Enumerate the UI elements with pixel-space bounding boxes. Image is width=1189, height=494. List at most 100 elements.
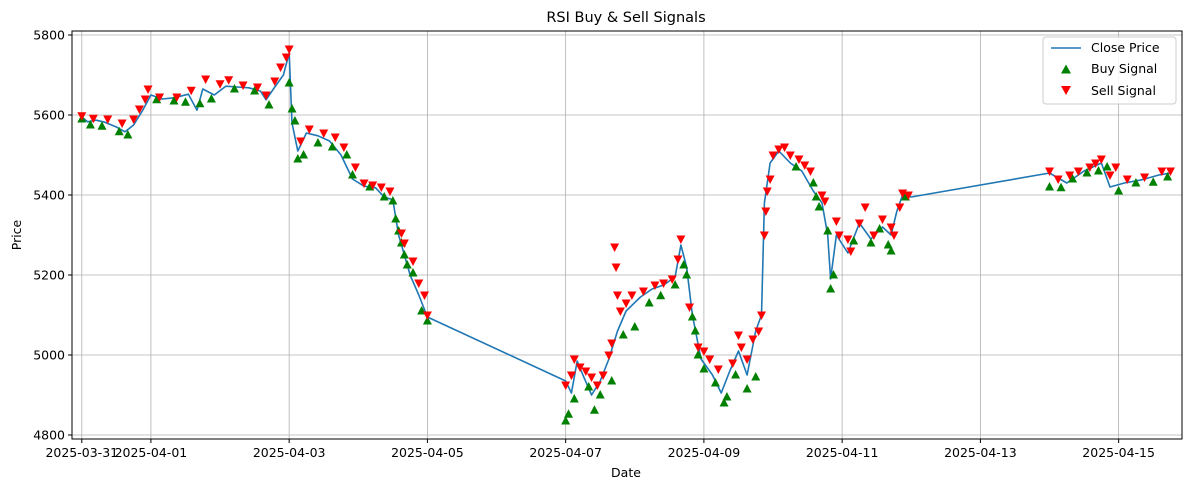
buy-signal-marker — [722, 392, 732, 401]
sell-signal-marker — [843, 235, 853, 244]
sell-signal-marker — [420, 291, 430, 300]
plot-area — [77, 45, 1175, 425]
sell-signal-marker — [566, 371, 576, 380]
x-tick-label: 2025-04-07 — [529, 445, 602, 460]
sell-signal-marker — [903, 191, 913, 200]
sell-signal-marker — [1111, 163, 1121, 172]
y-tick-label: 5400 — [33, 188, 65, 203]
grid-lines — [72, 31, 1182, 439]
sell-signal-marker — [276, 63, 286, 72]
sell-signal-marker — [638, 287, 648, 296]
buy-signal-marker — [327, 142, 337, 151]
buy-signal-marker — [342, 150, 352, 159]
sell-signal-marker — [612, 291, 622, 300]
sell-signal-marker — [705, 355, 715, 364]
sell-signal-marker — [140, 95, 150, 104]
buy-signal-marker — [742, 384, 752, 393]
sell-signal-marker — [284, 45, 294, 54]
sell-signal-marker — [886, 223, 896, 232]
x-tick-label: 2025-04-09 — [668, 445, 741, 460]
sell-signal-marker — [592, 381, 602, 390]
sell-signal-marker — [414, 279, 424, 288]
buy-signal-marker — [284, 78, 294, 87]
sell-signal-marker — [754, 327, 764, 336]
sell-signal-marker — [800, 161, 810, 170]
chart-title: RSI Buy & Sell Signals — [546, 10, 705, 26]
buy-signal-marker — [195, 98, 205, 108]
y-tick-label: 5800 — [33, 28, 65, 43]
buy-signal-markers — [77, 78, 1173, 425]
buy-signal-marker — [719, 398, 729, 407]
sell-signal-marker — [877, 215, 887, 224]
sell-signal-marker — [581, 367, 591, 376]
sell-signal-marker — [817, 191, 827, 200]
sell-signal-marker — [805, 167, 815, 176]
buy-signal-marker — [829, 270, 839, 279]
sell-signal-marker — [667, 275, 677, 284]
buy-signal-marker — [388, 196, 398, 205]
buy-signal-marker — [299, 150, 309, 159]
buy-signal-marker — [791, 162, 801, 171]
sell-signal-marker — [186, 86, 196, 96]
sell-signal-marker — [757, 311, 767, 320]
buy-signal-marker — [1163, 172, 1173, 181]
sell-signal-marker — [376, 183, 386, 192]
sell-signal-marker — [304, 125, 314, 134]
sell-signal-marker — [761, 207, 771, 216]
buy-signal-marker — [670, 280, 680, 289]
sell-signal-marker — [846, 247, 856, 256]
sell-signal-marker — [650, 281, 660, 290]
sell-signal-marker — [673, 255, 683, 264]
sell-signal-marker — [117, 119, 127, 128]
buy-signal-marker — [229, 84, 239, 93]
sell-signal-marker — [684, 303, 694, 312]
sell-signal-marker — [396, 229, 406, 238]
sell-signal-marker — [215, 80, 225, 89]
axes-frame — [71, 30, 1183, 440]
y-tick-label: 5600 — [33, 108, 65, 123]
buy-signal-marker — [123, 130, 133, 139]
buy-signal-marker — [1102, 162, 1112, 171]
sell-signal-marker — [860, 203, 870, 212]
sell-signal-marker — [1065, 171, 1075, 180]
x-tick-label: 2025-04-03 — [253, 445, 326, 460]
y-axis-label: Price — [9, 219, 24, 250]
sell-signal-marker — [780, 143, 790, 152]
sell-signal-marker — [270, 77, 280, 86]
buy-signal-marker — [849, 236, 859, 245]
sell-signal-marker — [261, 91, 271, 100]
buy-signal-marker — [644, 298, 654, 307]
sell-signal-marker — [1085, 163, 1095, 172]
sell-signal-marker — [736, 343, 746, 352]
sell-signal-marker — [611, 263, 621, 272]
sell-signal-marker — [399, 239, 409, 248]
buy-signal-marker — [1082, 168, 1092, 177]
x-tick-label: 2025-04-05 — [391, 445, 464, 460]
sell-signal-marker — [699, 347, 709, 356]
x-tick-label: 2025-04-13 — [944, 445, 1017, 460]
sell-signal-marker — [742, 355, 752, 364]
sell-signal-marker — [319, 129, 329, 138]
sell-signal-marker — [1122, 175, 1132, 184]
buy-signal-marker — [589, 405, 599, 414]
buy-signal-marker — [808, 178, 818, 187]
buy-signal-marker — [1131, 178, 1141, 187]
buy-signal-marker — [823, 226, 833, 235]
buy-signal-marker — [811, 192, 821, 201]
sell-signal-marker — [385, 187, 395, 196]
sell-signal-marker — [252, 83, 262, 92]
buy-signal-marker — [607, 376, 617, 385]
sell-signal-marker — [359, 179, 369, 188]
sell-signal-marker — [627, 291, 637, 300]
buy-signal-marker — [595, 390, 605, 399]
sell-signal-marker — [350, 163, 360, 172]
buy-signal-marker — [866, 238, 876, 247]
sell-signal-marker — [172, 93, 182, 102]
buy-signal-marker — [618, 330, 628, 339]
buy-signal-marker — [679, 260, 689, 269]
sell-signal-marker — [820, 197, 830, 206]
buy-signal-marker — [630, 322, 640, 331]
buy-signal-marker — [564, 409, 574, 418]
